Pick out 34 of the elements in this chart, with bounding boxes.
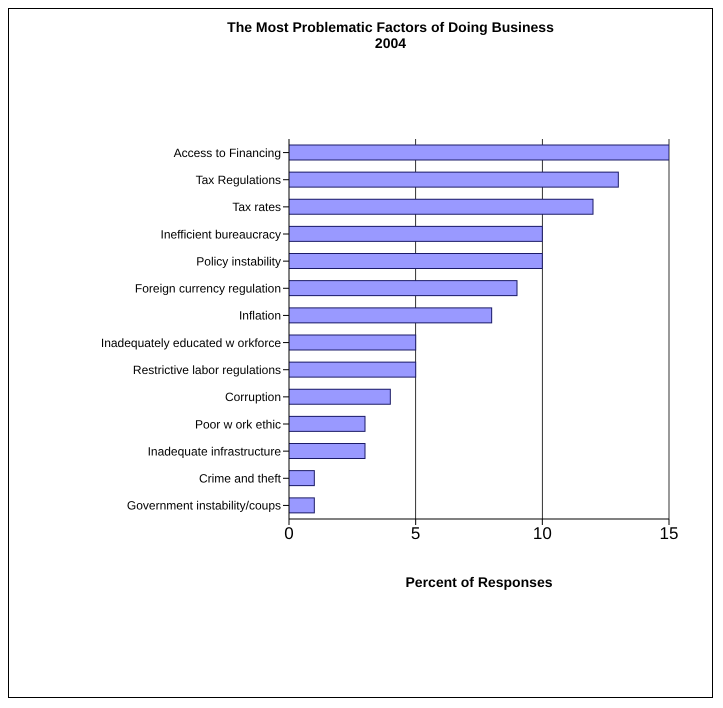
y-tick-label: Tax Regulations [196, 172, 281, 187]
y-tick-label: Inflation [238, 308, 281, 323]
chart-title: The Most Problematic Factors of Doing Business 2004 [226, 19, 555, 51]
bar [289, 497, 315, 514]
x-tick-label: 0 [284, 524, 294, 544]
bar [289, 470, 315, 486]
bar [289, 307, 492, 324]
y-tick-label: Restrictive labor regulations [132, 362, 281, 377]
y-tick-label: Inefficient bureaucracy [160, 227, 281, 242]
x-axis-title: Percent of Responses [405, 574, 553, 590]
y-tick-label: Inadequate infrastructure [148, 444, 282, 458]
x-tick-label: 5 [410, 524, 420, 544]
y-tick-label: Access to Financing [174, 146, 281, 160]
bar [289, 280, 518, 296]
bar [289, 443, 366, 460]
y-tick-label: Foreign currency regulation [134, 282, 281, 296]
bar [289, 198, 594, 215]
y-tick-label: Corruption [224, 390, 281, 404]
x-tick-label: 10 [532, 524, 552, 544]
y-tick-label: Government instability/coups [126, 498, 281, 513]
y-tick-label: Crime and theft [198, 472, 282, 486]
y-tick-label: Policy instability [196, 254, 281, 268]
bar [289, 144, 669, 160]
bar [289, 226, 543, 242]
y-tick-label: Tax rates [232, 200, 281, 214]
bar [289, 388, 391, 405]
y-tick-label: Inadequately educated w orkforce [100, 336, 282, 350]
bar [289, 416, 366, 432]
bar [289, 334, 416, 350]
x-tick-label: 15 [660, 524, 678, 544]
bar [289, 253, 543, 270]
bar [289, 362, 416, 378]
y-tick-label: Poor w ork ethic [194, 417, 281, 432]
bar [289, 172, 619, 188]
